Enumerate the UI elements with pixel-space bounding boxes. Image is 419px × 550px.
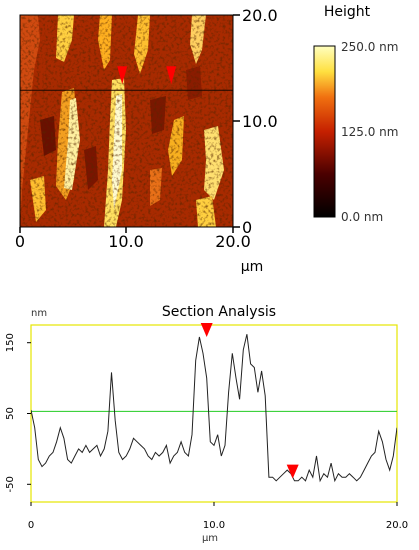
chart-y-unit: nm	[31, 308, 47, 319]
x-tick-label: 20.0	[386, 520, 408, 531]
colorbar-tick-bottom: 0.0 nm	[341, 210, 383, 224]
x-tick-label: 10.0	[203, 520, 225, 531]
y-tick-label: 50	[5, 407, 16, 420]
colorbar-gradient	[313, 45, 336, 218]
y-tick-label: 150	[5, 333, 16, 352]
image-y-axis: 20.0 10.0 0	[233, 6, 278, 237]
image-cursor-markers	[117, 66, 177, 85]
image-x-tick-20: 20.0	[215, 232, 251, 251]
colorbar-tick-top: 250.0 nm	[341, 40, 398, 54]
chart-x-unit: µm	[202, 533, 218, 544]
image-y-tick-mid: 10.0	[242, 112, 278, 131]
section-chart: Section Analysis nm 150 50 -50 0 10.0 20.0 µ…	[5, 304, 408, 544]
chart-x-axis: 0 10.0 20.0	[28, 502, 408, 531]
height-colorbar: Height 250.0 nm 125.0 nm 0.0 nm	[313, 4, 398, 224]
section-profile-line	[31, 334, 397, 483]
profile-cursor-marker-2	[286, 464, 299, 479]
chart-cursor-markers	[200, 323, 299, 479]
image-x-axis: 0 10.0 20.0 µm	[15, 227, 263, 275]
chart-frame	[30, 324, 398, 503]
colorbar-tick-mid: 125.0 nm	[341, 125, 398, 139]
image-x-tick-10: 10.0	[108, 232, 144, 251]
image-cursor-marker-2	[166, 66, 177, 85]
afm-height-image	[20, 15, 233, 227]
image-x-unit: µm	[241, 259, 264, 275]
image-y-tick-top: 20.0	[242, 6, 278, 25]
chart-title: Section Analysis	[162, 304, 276, 320]
x-tick-label: 0	[28, 520, 34, 531]
colorbar-title: Height	[324, 4, 371, 20]
profile-cursor-marker-1	[200, 323, 213, 338]
image-x-tick-0: 0	[15, 232, 25, 251]
y-tick-label: -50	[5, 476, 16, 492]
image-y-tick-bottom: 0	[242, 218, 252, 237]
chart-y-axis: 150 50 -50	[5, 333, 31, 492]
image-cursor-marker-1	[117, 66, 128, 85]
